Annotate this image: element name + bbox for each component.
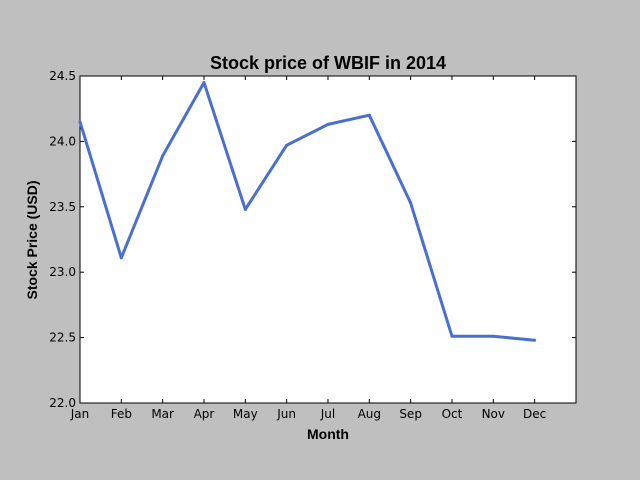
series-line <box>78 81 535 342</box>
data-point-jan <box>78 120 82 124</box>
x-tick-label: Sep <box>399 407 422 421</box>
data-point-oct <box>450 334 454 338</box>
plot-area <box>79 75 577 404</box>
x-axis-title: Month <box>307 426 349 442</box>
y-axis-title: Stock Price (USD) <box>24 180 40 299</box>
series-group <box>78 81 537 342</box>
y-tick-label: 23.5 <box>49 200 76 214</box>
data-point-aug <box>367 113 371 117</box>
x-tick-label: Aug <box>358 407 381 421</box>
y-tick-label: 24.5 <box>49 69 76 83</box>
data-point-nov <box>491 334 495 338</box>
x-tick-label: Jun <box>276 407 296 421</box>
x-tick-label: Oct <box>442 407 463 421</box>
y-tick-label: 24.0 <box>49 134 76 148</box>
y-tick-label: 22.5 <box>49 331 76 345</box>
x-tick-label: Jan <box>70 407 90 421</box>
data-point-jun <box>285 143 289 147</box>
axis-ticks: Jan Feb Mar Apr May Jun Jul Aug Sep Oct Nov Dec 22.0… <box>49 69 576 421</box>
y-tick-label: 23.0 <box>49 265 76 279</box>
x-tick-label: May <box>233 407 258 421</box>
x-tick-label: Jul <box>320 407 335 421</box>
data-point-apr <box>202 81 206 85</box>
x-tick-label: Feb <box>111 407 132 421</box>
x-tick-label: Nov <box>482 407 505 421</box>
chart-title: Stock price of WBIF in 2014 <box>210 53 446 73</box>
x-tick-label: Dec <box>523 407 546 421</box>
y-tick-label: 22.0 <box>49 396 76 410</box>
x-tick-label: Apr <box>194 407 215 421</box>
data-point-mar <box>161 154 165 158</box>
data-point-jul <box>326 122 330 126</box>
data-point-feb <box>119 256 123 260</box>
data-point-dec <box>533 338 537 342</box>
data-point-may <box>243 207 247 211</box>
x-tick-label: Mar <box>151 407 174 421</box>
data-point-sep <box>409 201 413 205</box>
